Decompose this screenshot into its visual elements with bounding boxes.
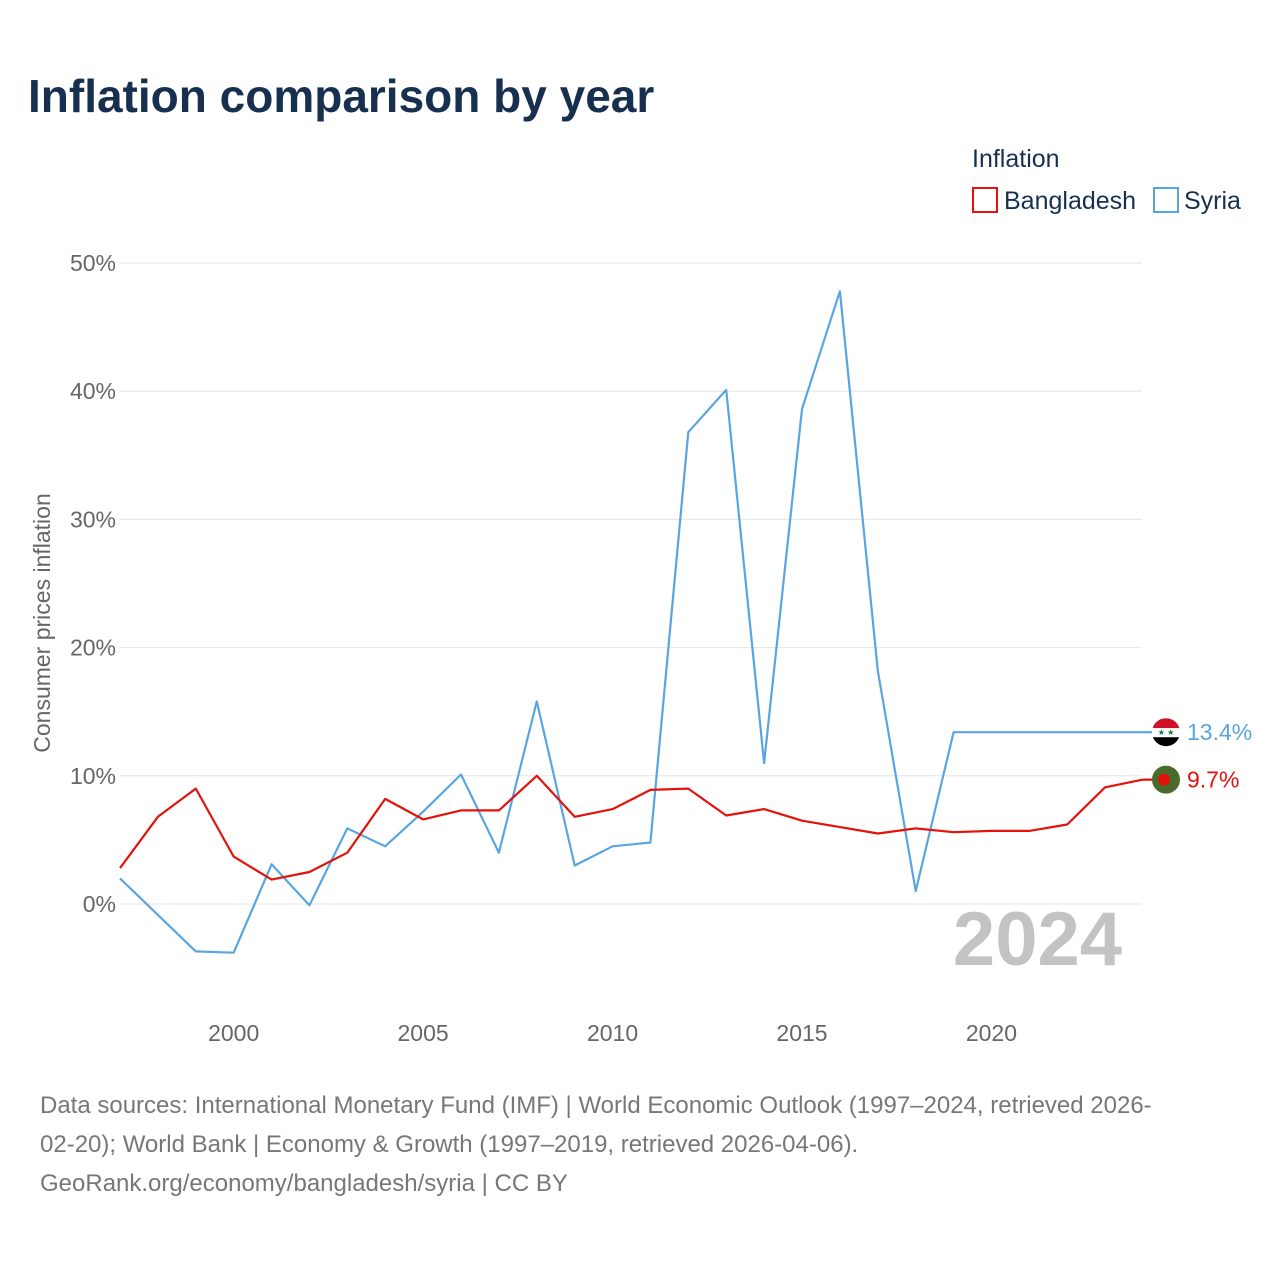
legend: Inflation Bangladesh Syria bbox=[972, 145, 1241, 215]
bangladesh-flag-icon bbox=[1152, 765, 1180, 794]
footer: Data sources: International Monetary Fun… bbox=[40, 1092, 1152, 1197]
y-tick-label: 10% bbox=[70, 763, 116, 789]
gridlines bbox=[120, 262, 1142, 905]
end-markers: ★ ★ 9.7% 13.4% bbox=[1152, 718, 1252, 794]
source-line-1: Data sources: International Monetary Fun… bbox=[40, 1092, 1152, 1119]
end-label-syria: 13.4% bbox=[1187, 719, 1252, 745]
x-axis-ticks: 2000 2005 2010 2015 2020 bbox=[208, 1020, 1017, 1046]
legend-item-bangladesh[interactable]: Bangladesh bbox=[972, 187, 1136, 215]
y-tick-label: 0% bbox=[83, 891, 116, 917]
x-tick-label: 2020 bbox=[966, 1020, 1017, 1046]
x-tick-label: 2010 bbox=[587, 1020, 638, 1046]
legend-label-syria: Syria bbox=[1184, 187, 1241, 215]
y-axis-title: Consumer prices inflation bbox=[29, 493, 55, 753]
chart-title: Inflation comparison by year bbox=[28, 70, 654, 122]
x-tick-label: 2000 bbox=[208, 1020, 259, 1046]
y-tick-label: 40% bbox=[70, 378, 116, 404]
legend-item-syria[interactable]: Syria bbox=[1153, 187, 1241, 215]
syria-flag-icon: ★ ★ bbox=[1152, 718, 1180, 747]
series-line-bangladesh[interactable] bbox=[119, 774, 1144, 881]
year-annotation: 2024 bbox=[953, 897, 1122, 982]
legend-title: Inflation bbox=[972, 145, 1060, 173]
y-tick-label: 30% bbox=[70, 506, 116, 532]
source-credit[interactable]: GeoRank.org/economy/bangladesh/syria | C… bbox=[40, 1170, 568, 1197]
y-tick-label: 20% bbox=[70, 635, 116, 661]
legend-label-bangladesh: Bangladesh bbox=[1004, 187, 1136, 215]
x-tick-label: 2015 bbox=[776, 1020, 827, 1046]
series-line-syria[interactable] bbox=[119, 290, 1143, 954]
legend-swatch-bangladesh bbox=[972, 187, 998, 213]
legend-swatch-syria bbox=[1153, 187, 1179, 213]
source-line-2: 02-20); World Bank | Economy & Growth (1… bbox=[40, 1131, 858, 1158]
y-tick-label: 50% bbox=[70, 250, 116, 276]
svg-text:★ ★: ★ ★ bbox=[1158, 728, 1175, 737]
end-label-bangladesh: 9.7% bbox=[1187, 767, 1239, 793]
y-axis-ticks: 0% 10% 20% 30% 40% 50% bbox=[70, 250, 116, 917]
series-lines bbox=[119, 290, 1152, 954]
x-tick-label: 2005 bbox=[398, 1020, 449, 1046]
